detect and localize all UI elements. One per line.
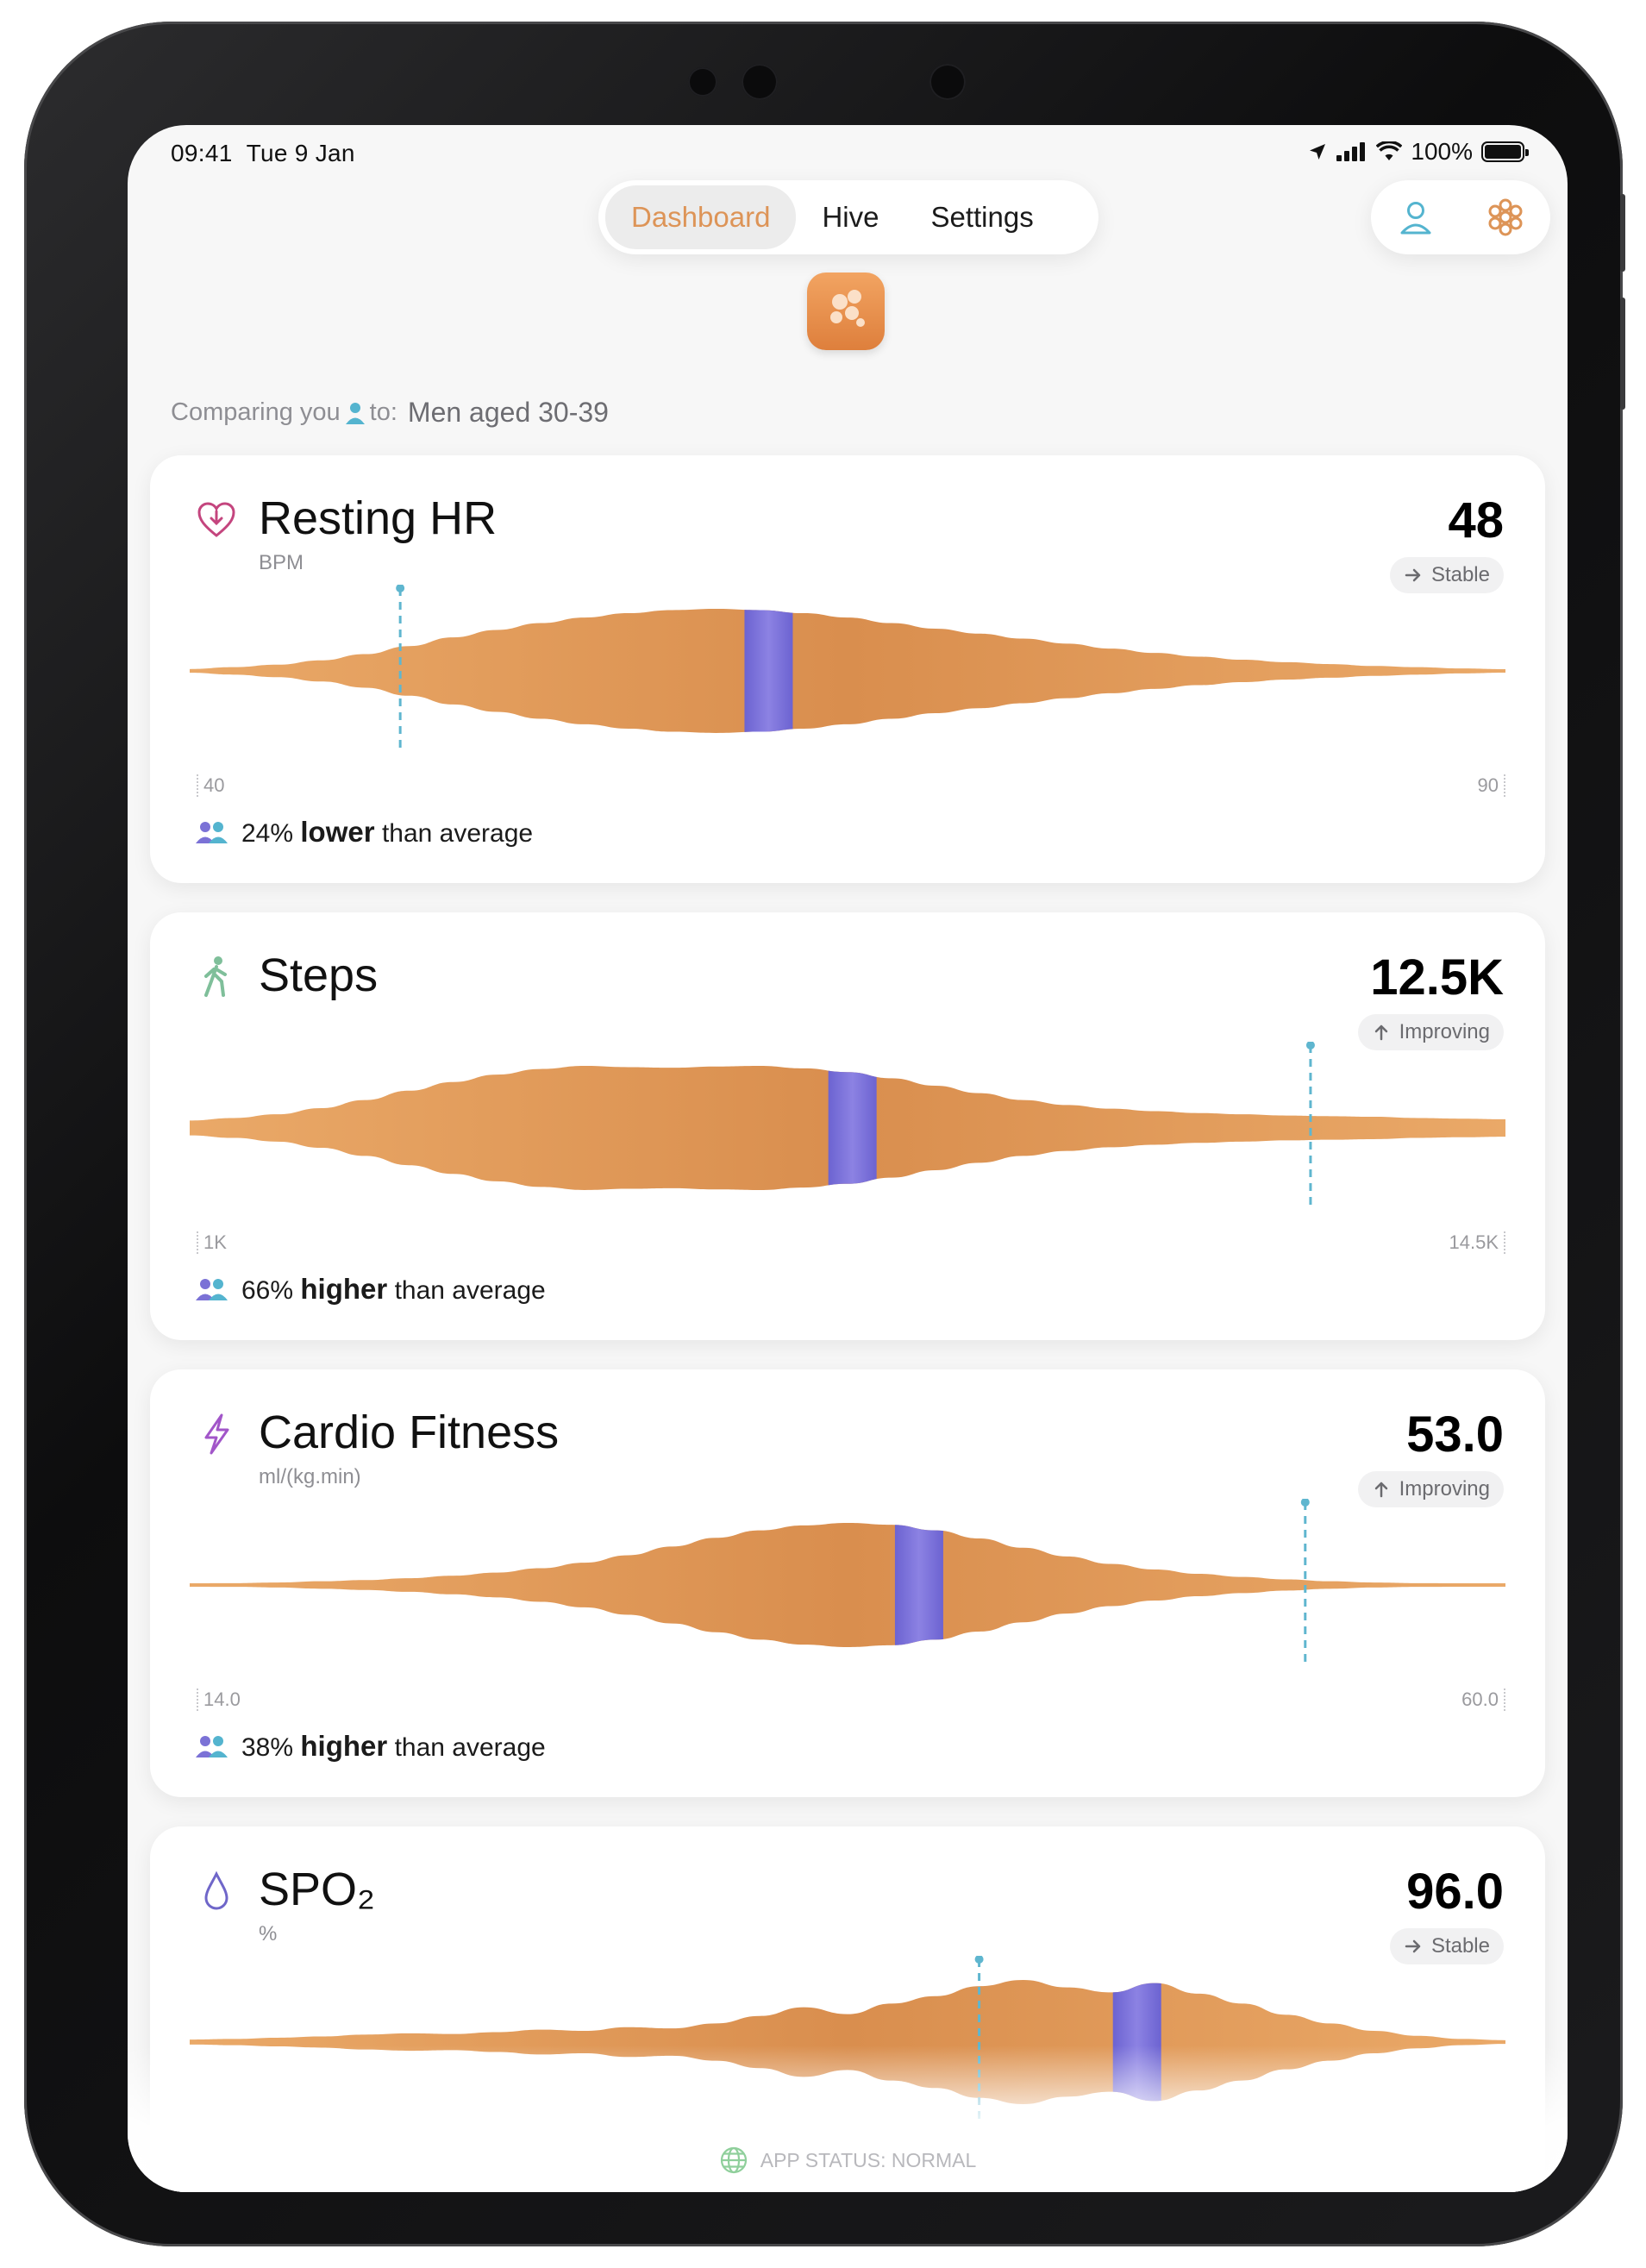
walking-icon bbox=[195, 955, 238, 999]
app-status-bar: APP STATUS: NORMAL bbox=[128, 2146, 1568, 2175]
status-date: Tue 9 Jan bbox=[246, 140, 355, 166]
comparison-direction: higher bbox=[300, 1730, 388, 1762]
wifi-icon bbox=[1376, 141, 1403, 160]
axis-min-label: 1K bbox=[197, 1231, 227, 1254]
trend-label: Stable bbox=[1430, 1934, 1490, 1958]
card-value: 96.0 bbox=[1406, 1864, 1504, 1920]
app-logo bbox=[807, 273, 885, 350]
user-value-dot bbox=[974, 1956, 984, 1964]
tab-hive[interactable]: Hive bbox=[822, 201, 879, 233]
card-value: 12.5K bbox=[1370, 949, 1504, 1006]
trend-label: Stable bbox=[1430, 563, 1490, 586]
comparison-percent: 24% bbox=[241, 819, 294, 848]
globe-icon bbox=[720, 2146, 747, 2174]
axis-max-label: 60.0 bbox=[1461, 1688, 1505, 1711]
distribution-chart bbox=[190, 585, 1505, 754]
trend-badge: Stable bbox=[1389, 557, 1504, 593]
person-icon bbox=[345, 402, 365, 424]
droplet-icon bbox=[195, 1870, 238, 1913]
comparison-tail: than average bbox=[381, 819, 534, 848]
profile-icon[interactable] bbox=[1397, 198, 1435, 236]
camera-sensor bbox=[929, 64, 966, 100]
trend-label: Improving bbox=[1399, 1477, 1490, 1501]
card-value: 53.0 bbox=[1406, 1407, 1504, 1463]
comparison-direction: lower bbox=[300, 816, 375, 848]
camera-sensor bbox=[688, 67, 717, 97]
arrow-right-icon bbox=[1405, 1939, 1421, 1953]
arrow-up-icon bbox=[1374, 1024, 1387, 1041]
comparison-summary: 38% higher than average bbox=[195, 1730, 546, 1763]
tab-dashboard[interactable]: Dashboard bbox=[605, 185, 797, 249]
comparison-direction: higher bbox=[300, 1273, 388, 1305]
distribution-chart bbox=[190, 1499, 1505, 1668]
distribution-chart bbox=[190, 1042, 1505, 1211]
metric-card-cardio-fitness[interactable]: Cardio Fitness ml/(kg.min) 53.0 Improvin… bbox=[150, 1369, 1545, 1797]
comparing-row: Comparing you to: Men aged 30-39 bbox=[171, 397, 609, 429]
tab-bar: Dashboard Hive Settings bbox=[598, 180, 1098, 254]
trend-badge: Improving bbox=[1357, 1014, 1504, 1050]
comparison-summary: 66% higher than average bbox=[195, 1273, 546, 1306]
arrow-right-icon bbox=[1405, 568, 1421, 582]
card-title: SPO₂ bbox=[259, 1864, 375, 1915]
comparing-suffix: to: bbox=[369, 398, 397, 426]
card-unit: BPM bbox=[259, 551, 304, 574]
status-time-date: 09:41 Tue 9 Jan bbox=[171, 140, 369, 167]
user-value-dot bbox=[1305, 1042, 1315, 1049]
cellular-signal-icon bbox=[1336, 142, 1366, 161]
comparison-summary: 24% lower than average bbox=[195, 816, 533, 849]
front-camera bbox=[742, 64, 778, 100]
card-unit: % bbox=[259, 1922, 278, 1945]
bottom-fade bbox=[128, 2046, 1568, 2192]
median-band bbox=[744, 609, 793, 733]
comparison-percent: 66% bbox=[241, 1276, 294, 1305]
status-indicators: 100% bbox=[1307, 138, 1529, 166]
metric-card-resting-hr[interactable]: Resting HR BPM 48 Stable 40 90 24% lower… bbox=[150, 455, 1545, 883]
group-icon bbox=[196, 1736, 228, 1757]
card-unit: ml/(kg.min) bbox=[259, 1465, 361, 1488]
card-title: Cardio Fitness bbox=[259, 1407, 560, 1458]
axis-max-label: 14.5K bbox=[1449, 1231, 1505, 1254]
median-band bbox=[828, 1066, 877, 1190]
hive-icon[interactable] bbox=[1486, 197, 1525, 237]
distribution-shape bbox=[190, 609, 1505, 733]
battery-percent: 100% bbox=[1411, 138, 1473, 165]
metric-card-steps[interactable]: Steps 12.5K Improving 1K 14.5K 66% highe… bbox=[150, 912, 1545, 1340]
card-value: 48 bbox=[1448, 492, 1504, 548]
trend-badge: Stable bbox=[1389, 1928, 1504, 1964]
comparison-tail: than average bbox=[394, 1276, 546, 1305]
arrow-up-icon bbox=[1374, 1482, 1387, 1498]
screen: 09:41 Tue 9 Jan 100% Dashboard Hive Setti… bbox=[128, 125, 1568, 2192]
user-value-dot bbox=[396, 585, 405, 592]
status-bar: 09:41 Tue 9 Jan 100% bbox=[128, 125, 1568, 185]
lightning-icon bbox=[195, 1413, 238, 1456]
group-icon bbox=[196, 1279, 228, 1300]
card-title: Resting HR bbox=[259, 492, 498, 544]
side-button bbox=[1620, 194, 1625, 272]
axis-min-label: 14.0 bbox=[197, 1688, 241, 1711]
location-icon bbox=[1310, 144, 1326, 160]
median-band bbox=[894, 1523, 943, 1647]
comparing-prefix: Comparing you bbox=[171, 398, 341, 426]
status-time: 09:41 bbox=[171, 140, 233, 166]
axis-max-label: 90 bbox=[1478, 774, 1505, 797]
comparison-group[interactable]: Men aged 30-39 bbox=[407, 397, 609, 428]
comparison-percent: 38% bbox=[241, 1733, 294, 1762]
tab-settings[interactable]: Settings bbox=[930, 201, 1034, 233]
trend-badge: Improving bbox=[1357, 1471, 1504, 1507]
distribution-shape bbox=[190, 1523, 1505, 1647]
tablet-frame: 09:41 Tue 9 Jan 100% Dashboard Hive Setti… bbox=[24, 22, 1625, 2246]
comparison-tail: than average bbox=[394, 1733, 546, 1762]
heart-down-icon bbox=[195, 498, 238, 542]
app-status-text: APP STATUS: NORMAL bbox=[760, 2148, 977, 2171]
top-actions bbox=[1371, 180, 1550, 254]
group-icon bbox=[196, 822, 228, 843]
battery-icon bbox=[1481, 141, 1529, 162]
volume-button bbox=[1620, 298, 1625, 410]
trend-label: Improving bbox=[1399, 1020, 1490, 1043]
axis-min-label: 40 bbox=[197, 774, 224, 797]
user-value-dot bbox=[1300, 1499, 1310, 1507]
card-title: Steps bbox=[259, 949, 379, 1001]
